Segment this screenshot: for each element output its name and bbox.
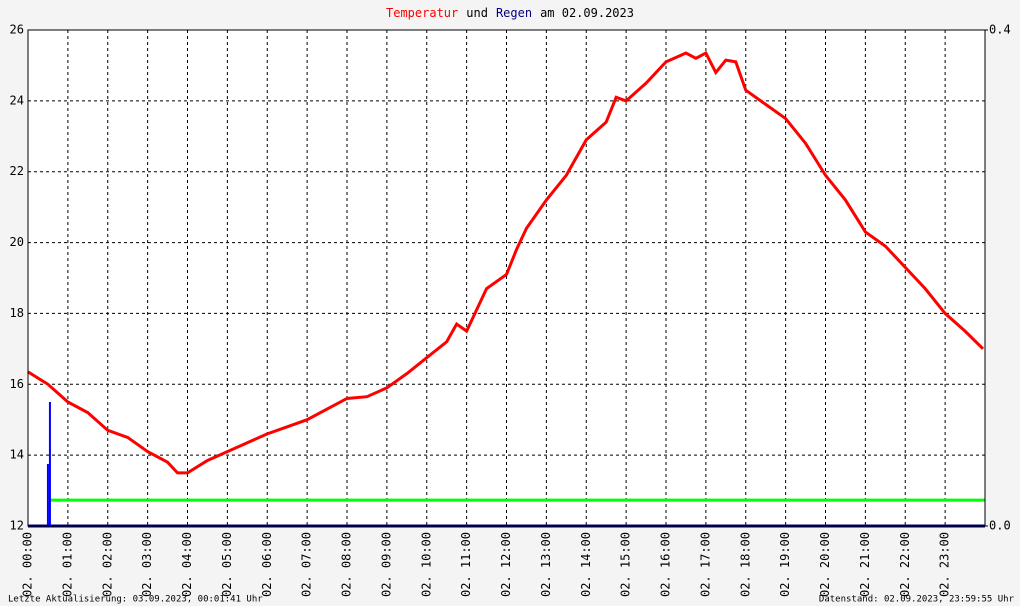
y2-tick-label: 0.4 [989, 23, 1011, 37]
y-tick-label: 12 [10, 519, 24, 533]
x-tick-label: 02. 13:00 [539, 532, 553, 597]
x-tick-label: 02. 14:00 [579, 532, 593, 597]
rain-bar [46, 464, 49, 526]
x-tick-label: 02. 19:00 [778, 532, 792, 597]
x-tick-label: 02. 03:00 [140, 532, 154, 597]
footer-right: Datenstand: 02.09.2023, 23:59:55 Uhr [819, 595, 1015, 605]
y-tick-label: 20 [10, 235, 24, 249]
y-tick-label: 18 [10, 306, 24, 320]
x-tick-label: 02. 11:00 [459, 532, 473, 597]
x-tick-label: 02. 01:00 [60, 532, 74, 597]
footer-left: Letzte Aktualisierung: 03.09.2023, 00:01… [8, 595, 263, 605]
x-tick-label: 02. 23:00 [938, 532, 952, 597]
y-tick-label: 24 [10, 93, 24, 107]
y-tick-label: 16 [10, 377, 24, 391]
x-tick-label: 02. 00:00 [21, 532, 35, 597]
title-part: Temperatur [386, 6, 458, 20]
x-tick-label: 02. 20:00 [818, 532, 832, 597]
x-tick-label: 02. 21:00 [858, 532, 872, 597]
y2-tick-label: 0.0 [989, 519, 1011, 533]
rain-bar [48, 402, 51, 526]
title-part: am 02.09.2023 [540, 6, 634, 20]
x-tick-label: 02. 06:00 [260, 532, 274, 597]
y-tick-label: 14 [10, 448, 24, 462]
x-tick-label: 02. 12:00 [499, 532, 513, 597]
y-tick-label: 26 [10, 23, 24, 37]
x-tick-label: 02. 05:00 [220, 532, 234, 597]
x-tick-label: 02. 02:00 [100, 532, 114, 597]
x-tick-label: 02. 16:00 [659, 532, 673, 597]
x-tick-label: 02. 18:00 [738, 532, 752, 597]
x-tick-label: 02. 22:00 [898, 532, 912, 597]
plot-border [27, 29, 986, 527]
y-tick-label: 22 [10, 164, 24, 178]
x-tick-label: 02. 04:00 [180, 532, 194, 597]
x-tick-label: 02. 09:00 [379, 532, 393, 597]
chart-title: Temperatur und Regen am 02.09.2023 [386, 6, 634, 20]
title-part: und [466, 6, 488, 20]
x-tick-label: 02. 15:00 [619, 532, 633, 597]
x-tick-label: 02. 08:00 [340, 532, 354, 597]
title-part: Regen [496, 6, 532, 20]
temperature-line [27, 50, 985, 475]
x-tick-label: 02. 17:00 [698, 532, 712, 597]
x-tick-label: 02. 10:00 [419, 532, 433, 597]
x-tick-label: 02. 07:00 [300, 532, 314, 597]
